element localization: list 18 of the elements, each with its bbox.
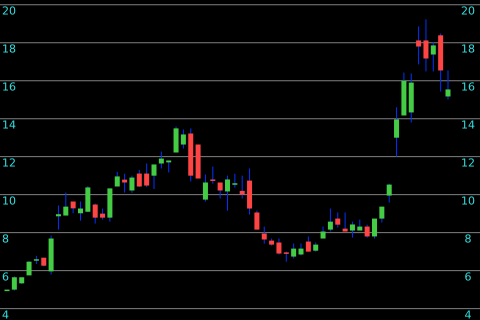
y-tick-label: 14 [2,118,16,132]
y2-tick-label: 8 [464,232,472,246]
y2-tick-label: 4 [464,308,472,320]
y2-tick-label: 14 [461,118,475,132]
y2-tick-label: 10 [461,194,475,208]
y-tick-label: 16 [2,80,16,94]
y2-tick-label: 20 [461,4,475,18]
y-tick-label: 6 [2,270,9,284]
y-tick-label: 8 [2,232,9,246]
y-tick-label: 12 [2,156,16,170]
y2-tick-label: 6 [464,270,472,284]
y-tick-label: 18 [2,42,16,56]
y-tick-label: 4 [2,308,9,320]
y2-tick-label: 18 [461,42,475,56]
y2-tick-label: 16 [461,80,475,94]
y2-tick-label: 12 [461,156,475,170]
y-tick-label: 20 [2,4,16,18]
y-tick-label: 10 [2,194,16,208]
